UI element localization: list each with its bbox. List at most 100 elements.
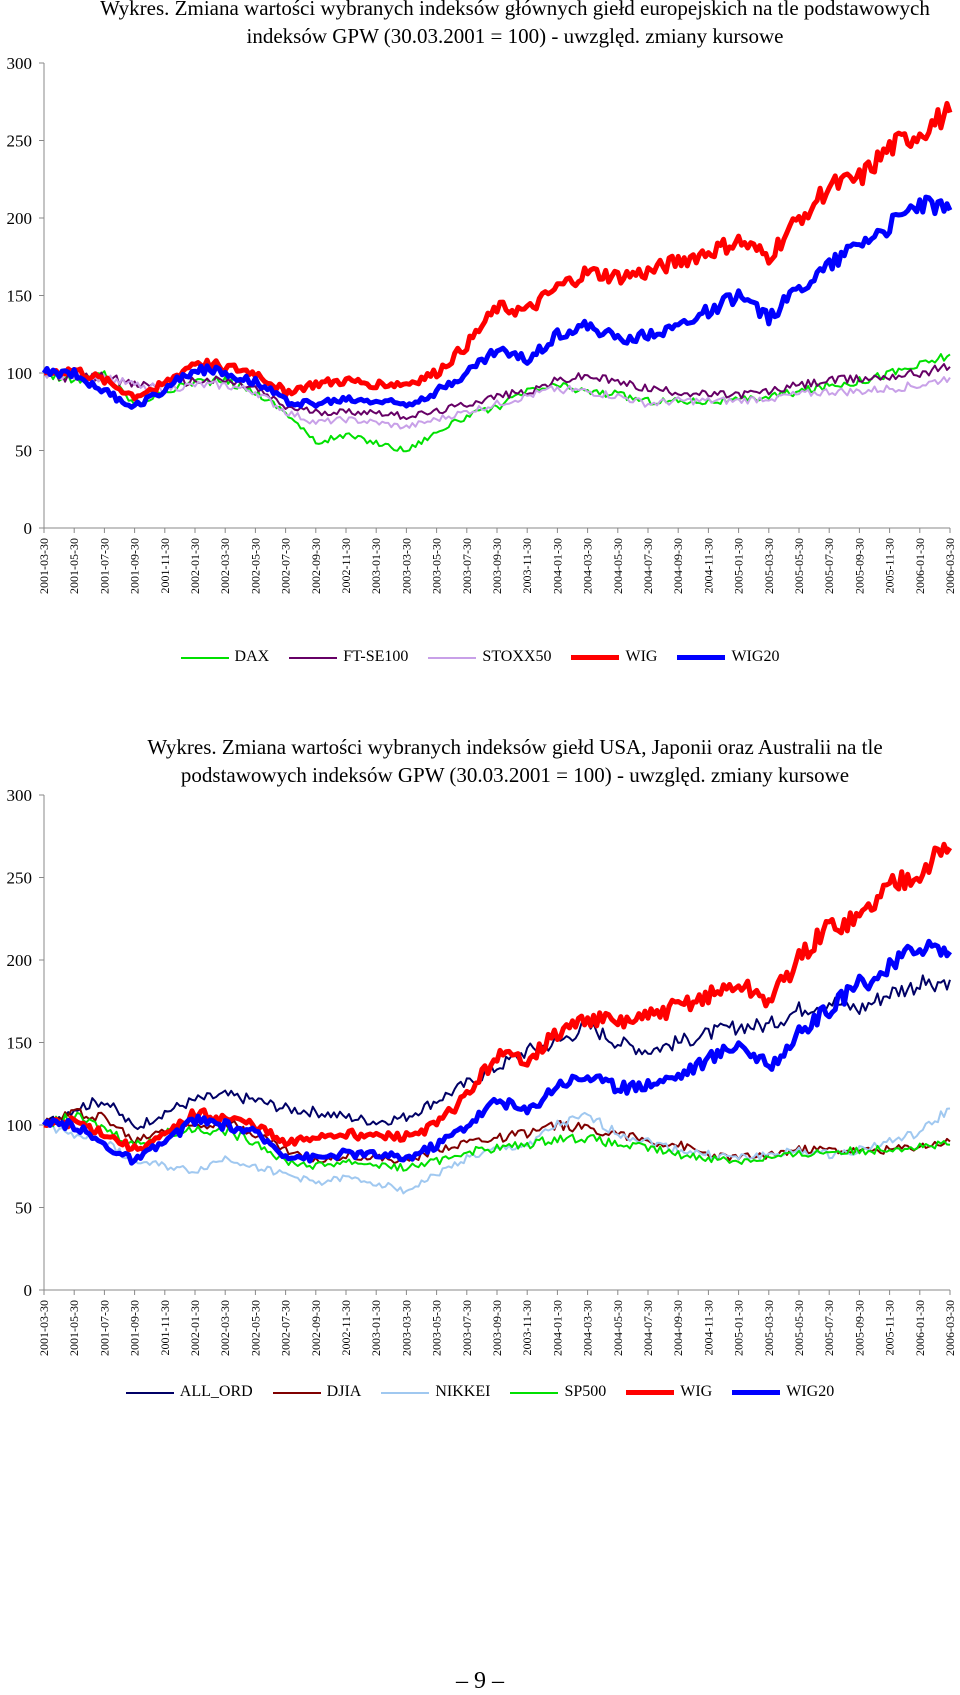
x-tick-label: 2005-09-30	[852, 1300, 866, 1356]
series-line-dax	[43, 353, 951, 453]
x-tick-label: 2002-03-30	[218, 1300, 232, 1356]
legend-label: DAX	[234, 648, 270, 666]
legend-swatch	[125, 1391, 174, 1394]
legend-item-wig: WIG	[626, 1383, 712, 1401]
series-line-wig20	[42, 938, 952, 1166]
x-tick-label: 2003-05-30	[430, 1300, 444, 1356]
chart-legend: DAX FT-SE100 STOXX50 WIG WIG20	[0, 648, 960, 666]
y-tick-label: 200	[7, 209, 33, 228]
x-tick-label: 2003-07-30	[460, 538, 474, 594]
y-tick-label: 0	[24, 1281, 33, 1300]
x-tick-label: 2005-07-30	[822, 1300, 836, 1356]
x-tick-label: 2001-03-30	[37, 1300, 51, 1356]
legend-swatch	[626, 1390, 675, 1396]
x-tick-label: 2005-03-30	[762, 538, 776, 594]
x-tick-label: 2001-11-30	[158, 1300, 172, 1356]
x-tick-label: 2006-03-30	[943, 538, 957, 594]
x-tick-label: 2002-09-30	[309, 538, 323, 594]
y-tick-label: 50	[15, 442, 32, 461]
x-tick-label: 2004-01-30	[550, 538, 564, 594]
chart-plot: 0 50 100 150 200 250 300 2001-03-30 2001-05-30 20…	[7, 786, 958, 1356]
x-tick-label: 2005-11-30	[883, 1300, 897, 1356]
x-tick-label: 2002-11-30	[339, 538, 353, 594]
y-tick-label: 300	[7, 54, 33, 73]
x-tick-label: 2001-05-30	[67, 1300, 81, 1356]
x-tick-label: 2004-11-30	[701, 1300, 715, 1356]
x-tick-label: 2003-09-30	[490, 1300, 504, 1356]
x-tick-label: 2004-09-30	[671, 1300, 685, 1356]
x-tick-label: 2002-03-30	[218, 538, 232, 594]
x-tick-label: 2002-01-30	[188, 1300, 202, 1356]
y-tick-label: 50	[15, 1199, 32, 1218]
series-line-nikkei	[43, 1107, 951, 1195]
x-tick-label: 2006-01-30	[913, 1300, 927, 1356]
x-tick-label: 2001-09-30	[128, 1300, 142, 1356]
x-tick-label: 2005-07-30	[822, 538, 836, 594]
x-tick-label: 2004-11-30	[701, 538, 715, 594]
legend-item-stoxx50: STOXX50	[428, 648, 551, 666]
legend-swatch	[510, 1391, 559, 1394]
x-tick-label: 2003-05-30	[430, 538, 444, 594]
chart-title: Wykres. Zmiana wartości wybranych indeks…	[100, 0, 930, 48]
series-line-wig20	[41, 194, 953, 410]
legend-label: NIKKEI	[435, 1383, 491, 1401]
legend-item-djia: DJIA	[272, 1383, 361, 1401]
series-line-stoxx50	[43, 368, 951, 430]
chart-usa-japan-australia: Wykres. Zmiana wartości wybranych indeks…	[0, 725, 960, 1425]
legend-label: WIG20	[731, 648, 780, 666]
legend-item-dax: DAX	[180, 648, 270, 666]
y-tick-label: 150	[7, 287, 33, 306]
legend-swatch	[677, 655, 726, 661]
legend-swatch	[381, 1391, 430, 1394]
x-tick-label: 2001-11-30	[158, 538, 172, 594]
x-tick-label: 2005-01-30	[732, 538, 746, 594]
x-tick-label: 2003-11-30	[520, 1300, 534, 1356]
chart-legend: ALL_ORD DJIA NIKKEI SP500 WIG WIG20	[0, 1383, 960, 1401]
x-tick-label: 2005-03-30	[762, 1300, 776, 1356]
x-tick-label: 2005-05-30	[792, 538, 806, 594]
legend-swatch	[732, 1390, 781, 1396]
legend-label: ALL_ORD	[179, 1383, 253, 1401]
legend-swatch	[289, 656, 338, 659]
series-line-ft-se100	[43, 363, 951, 421]
x-tick-label: 2003-07-30	[460, 1300, 474, 1356]
legend-label: WIG20	[786, 1383, 835, 1401]
legend-item-wig20: WIG20	[677, 648, 779, 666]
x-tick-label: 2005-11-30	[883, 538, 897, 594]
series-line-all-ord	[43, 974, 951, 1131]
x-tick-label: 2005-05-30	[792, 1300, 806, 1356]
legend-item-wig20: WIG20	[732, 1383, 834, 1401]
x-tick-label: 2003-03-30	[399, 1300, 413, 1356]
page-number: – 9 –	[456, 1668, 504, 1694]
x-tick-label: 2002-05-30	[248, 538, 262, 594]
y-tick-label: 150	[7, 1034, 33, 1053]
legend-item-sp500: SP500	[510, 1383, 606, 1401]
legend-swatch	[180, 656, 229, 659]
legend-label: WIG	[625, 648, 658, 666]
x-tick-label: 2001-07-30	[97, 1300, 111, 1356]
y-tick-label: 200	[7, 951, 33, 970]
x-tick-label: 2002-11-30	[339, 1300, 353, 1356]
legend-item-nikkei: NIKKEI	[381, 1383, 490, 1401]
x-tick-label: 2004-07-30	[641, 538, 655, 594]
x-tick-label: 2001-05-30	[67, 538, 81, 594]
legend-label: FT-SE100	[343, 648, 409, 666]
y-tick-label: 0	[24, 519, 33, 538]
x-tick-label: 2004-03-30	[581, 538, 595, 594]
chart-title: Wykres. Zmiana wartości wybranych indeks…	[147, 735, 883, 787]
legend-item-all-ord: ALL_ORD	[125, 1383, 253, 1401]
x-tick-label: 2001-03-30	[37, 538, 51, 594]
chart-europe: Wykres. Zmiana wartości wybranych indeks…	[0, 0, 960, 700]
legend-label: WIG	[680, 1383, 713, 1401]
x-tick-label: 2003-03-30	[399, 538, 413, 594]
x-tick-label: 2004-05-30	[611, 1300, 625, 1356]
legend-item-wig: WIG	[571, 648, 657, 666]
legend-item-ft-se100: FT-SE100	[289, 648, 408, 666]
y-tick-label: 100	[7, 364, 33, 383]
legend-swatch	[272, 1391, 321, 1394]
x-tick-label: 2006-01-30	[913, 538, 927, 594]
series-line-sp500	[43, 1111, 951, 1172]
y-tick-label: 250	[7, 132, 33, 151]
x-tick-label: 2002-07-30	[279, 538, 293, 594]
x-tick-label: 2001-09-30	[128, 538, 142, 594]
